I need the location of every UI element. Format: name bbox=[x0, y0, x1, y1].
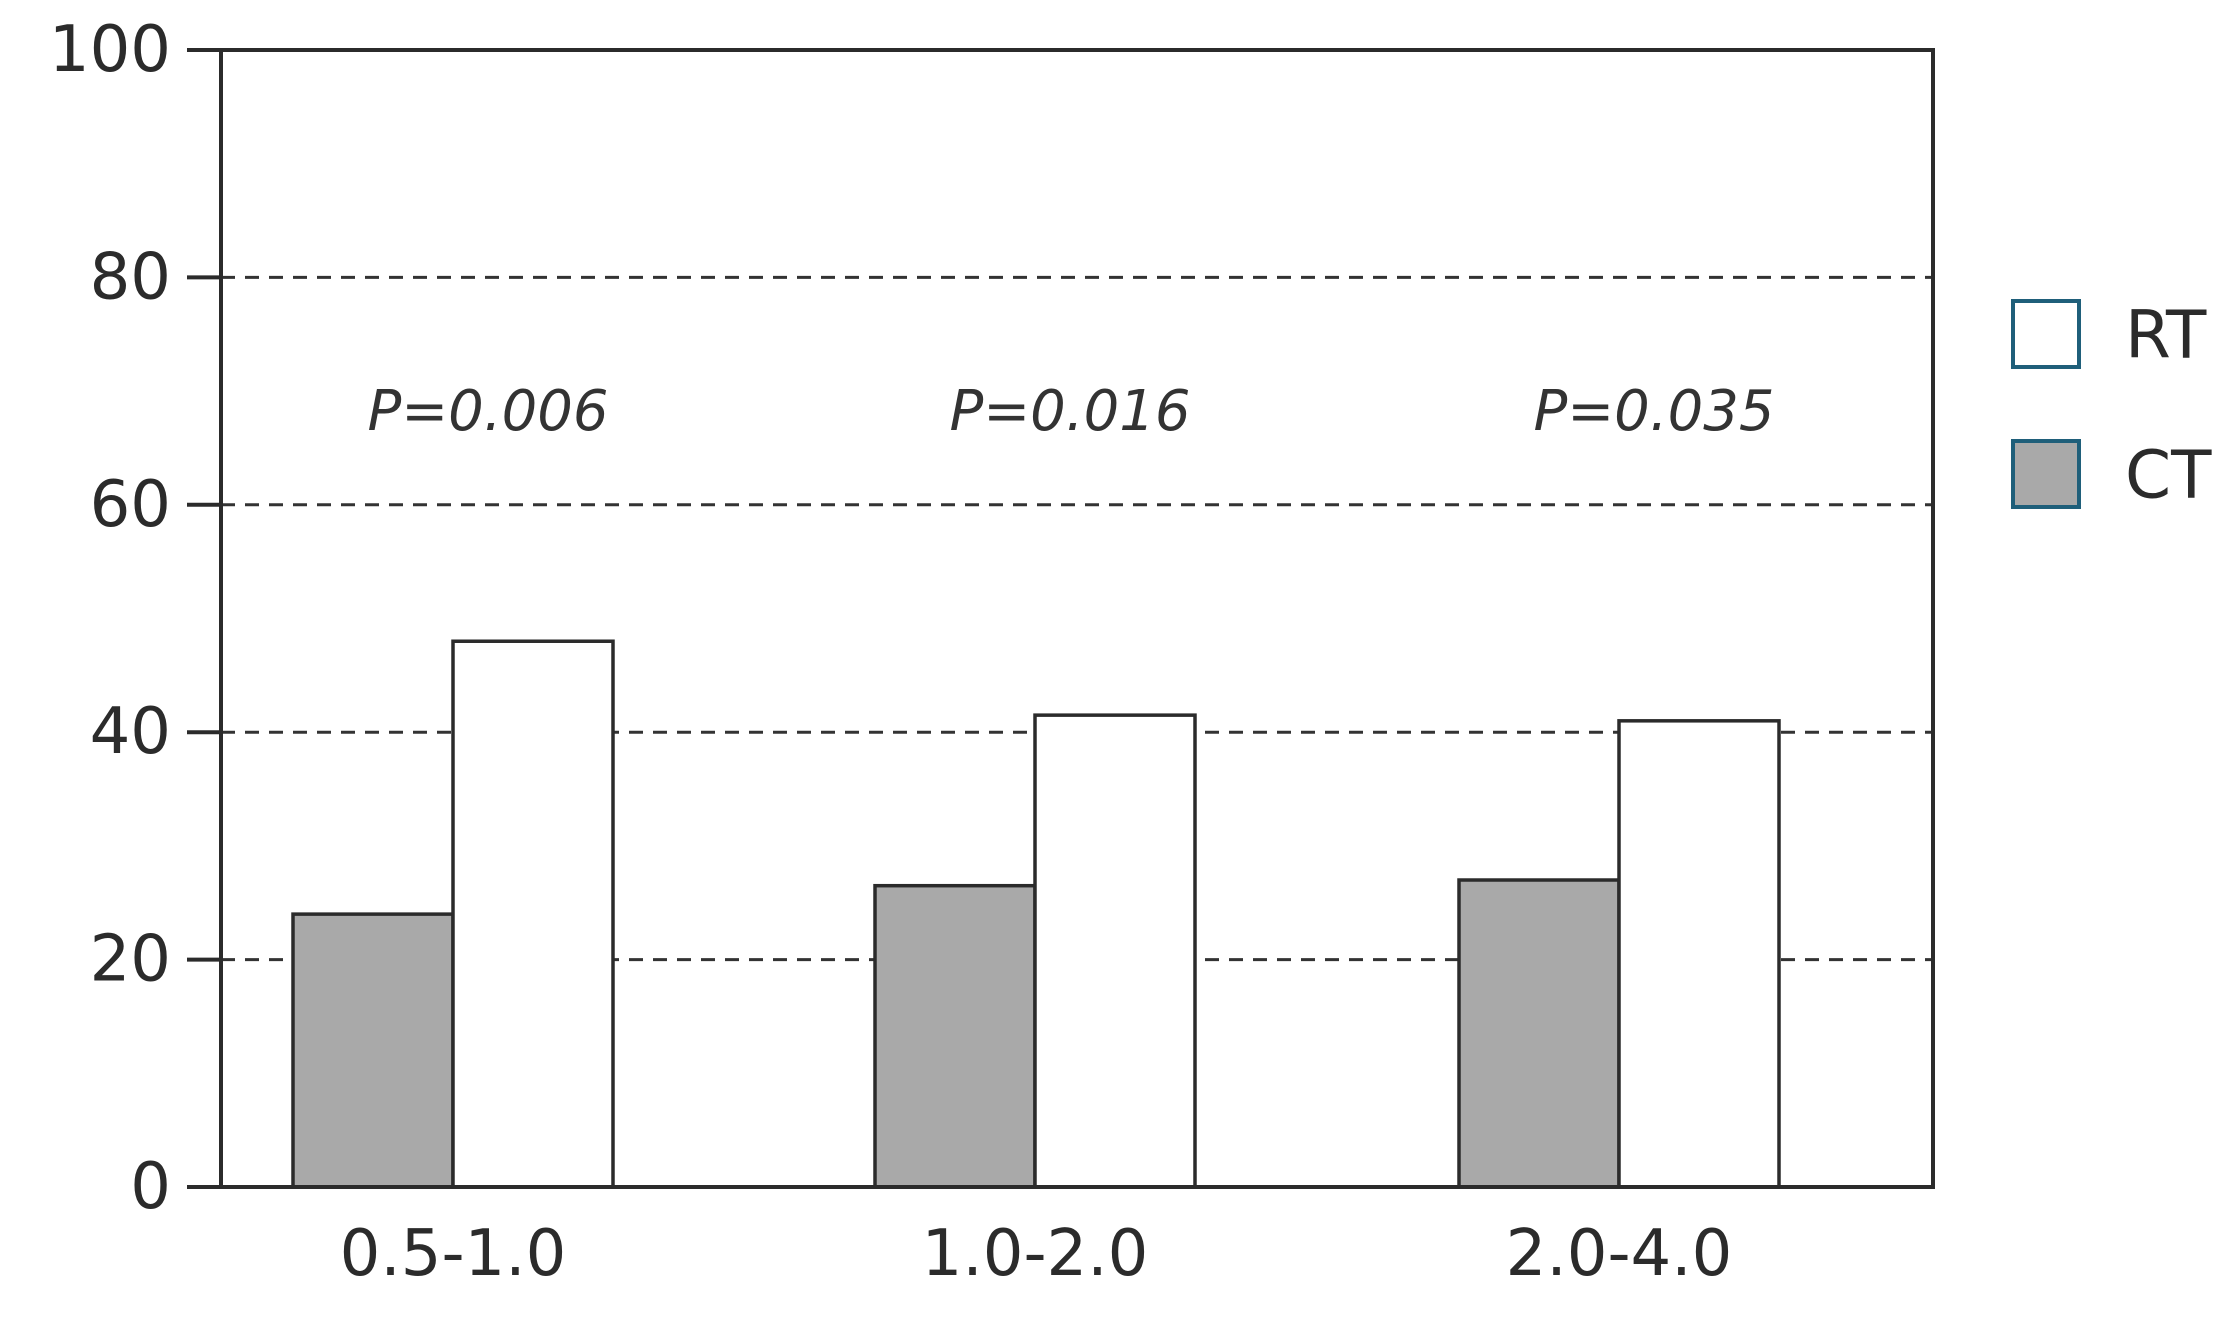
y-tick-label-80: 80 bbox=[90, 240, 171, 314]
bar-ct-1.0-2.0 bbox=[873, 883, 1037, 1189]
y-ticks-layer: 0 20 40 60 80 100 bbox=[49, 13, 221, 1224]
bar-ct-0.5-1.0 bbox=[291, 912, 455, 1189]
legend-swatch-rt bbox=[2011, 299, 2081, 369]
y-tick-label-40: 40 bbox=[90, 695, 171, 769]
axes-layer bbox=[219, 48, 1935, 1189]
bar-ct-2.0-4.0 bbox=[1457, 878, 1621, 1189]
legend-label-rt: RT bbox=[2125, 297, 2207, 374]
bar-rt-1.0-2.0 bbox=[1033, 713, 1197, 1189]
y-tick-label-0: 0 bbox=[130, 1150, 171, 1224]
annotation-p-value-2: P=0.016 bbox=[949, 379, 1190, 444]
legend-swatch-ct bbox=[2011, 439, 2081, 509]
legend: RT CT bbox=[2011, 297, 2212, 514]
x-tick-label-1.0-2.0: 1.0-2.0 bbox=[922, 1217, 1149, 1291]
y-tick-label-20: 20 bbox=[90, 923, 171, 997]
x-tick-label-0.5-1.0: 0.5-1.0 bbox=[340, 1217, 567, 1291]
annotations-layer: P=0.006 P=0.016 P=0.035 bbox=[367, 379, 1774, 444]
annotation-p-value-1: P=0.006 bbox=[367, 379, 608, 444]
annotation-p-value-3: P=0.035 bbox=[1533, 379, 1774, 444]
bar-rt-2.0-4.0 bbox=[1617, 719, 1781, 1189]
bars-layer bbox=[291, 639, 1781, 1189]
x-tick-label-2.0-4.0: 2.0-4.0 bbox=[1506, 1217, 1733, 1291]
y-tick-label-60: 60 bbox=[90, 468, 171, 542]
x-ticks-layer: 0.5-1.0 1.0-2.0 2.0-4.0 bbox=[340, 1217, 1733, 1291]
legend-label-ct: CT bbox=[2125, 437, 2212, 514]
plot-frame bbox=[219, 48, 1935, 1189]
y-tick-label-100: 100 bbox=[49, 13, 171, 87]
bar-rt-0.5-1.0 bbox=[451, 639, 615, 1189]
